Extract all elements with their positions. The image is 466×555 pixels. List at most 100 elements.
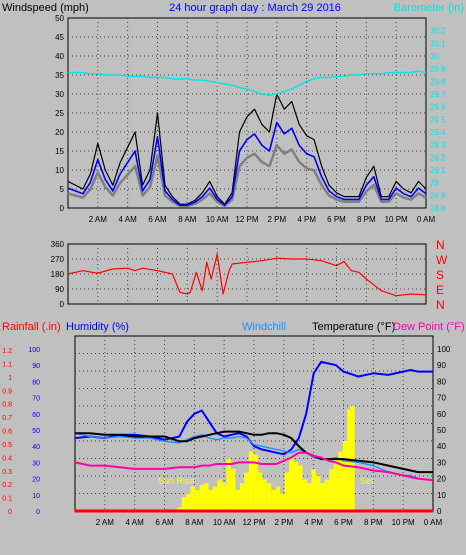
solar-bar [181, 497, 187, 511]
solar-bar [204, 483, 209, 511]
time-tick-label: 10 AM [213, 518, 236, 527]
legend-rainfall: Rainfall (.in) [2, 321, 61, 333]
time-tick-label: 6 PM [327, 215, 346, 224]
temperature-line [75, 430, 433, 474]
temperature-tick-label: 90 [437, 361, 446, 370]
rainfall-tick-label: 0.3 [2, 469, 12, 476]
windspeed-tick-label: 40 [55, 52, 64, 61]
time-tick-label: 12 PM [242, 518, 265, 527]
legend-dewpoint: Dew Point (°F) [393, 321, 465, 333]
wind-average-line [67, 121, 427, 206]
temperature-series [74, 360, 434, 513]
solar-bar [284, 472, 290, 511]
humidity-tick-label: 20 [32, 477, 40, 484]
solar-bar [226, 458, 231, 511]
compass-letter: N [436, 298, 445, 312]
solar-bar [213, 486, 218, 511]
windspeed-tick-label: 0 [60, 204, 65, 213]
rainfall-tick-label: 0.7 [2, 415, 12, 422]
barometer-tick-label: 29.4 [430, 128, 446, 137]
windspeed-line [67, 93, 427, 205]
solar-bar [333, 458, 339, 511]
rainfall-tick-label: 0.1 [2, 496, 12, 503]
solar-bar [324, 479, 330, 511]
chart-title: 24 hour graph day : March 29 2016 [169, 2, 341, 14]
time-tick-label: 6 AM [148, 215, 167, 224]
humidity-tick-label: 70 [32, 396, 40, 403]
temperature-tick-label: 60 [437, 410, 446, 419]
rainfall-tick-label: 0.9 [2, 388, 12, 395]
solar-bar [298, 465, 303, 511]
barometer-tick-label: 28.8 [430, 204, 446, 213]
barometer-tick-label: 29.5 [430, 115, 446, 124]
barometer-line [68, 70, 427, 97]
legend-humidity: Humidity (%) [66, 321, 129, 333]
time-tick-label: 10 AM [206, 215, 229, 224]
windspeed-tick-label: 10 [55, 166, 64, 175]
solar-bar [338, 451, 343, 511]
humidity-tick-label: 0 [36, 509, 40, 516]
temperature-tick-label: 40 [437, 442, 446, 451]
humidity-tick-label: 30 [32, 460, 40, 467]
sunrise-label: Sun Rise [158, 476, 195, 486]
barometer-axis-title: Barometer (in) [394, 2, 464, 14]
solar-bar [244, 472, 249, 511]
humidity-tick-label: 100 [28, 347, 40, 354]
solar-bar [320, 483, 325, 511]
temperature-tick-label: 30 [437, 458, 446, 467]
solar-bar [199, 484, 205, 512]
compass-letter: N [436, 238, 445, 252]
temperature-tick-label: 50 [437, 426, 446, 435]
time-tick-label: 4 PM [304, 518, 323, 527]
barometer-tick-label: 30.2 [430, 27, 446, 36]
solar-bar [217, 479, 222, 511]
rainfall-tick-labels: 0 0.1 0.2 0.3 0.4 0.5 0.6 0.7 0.8 0.9 1 1.1 1.2 [2, 348, 12, 516]
solar-bar [208, 490, 213, 511]
barometer-tick-label: 29.8 [430, 77, 446, 86]
barometer-tick-label: 28.9 [430, 191, 446, 200]
rainfall-tick-label: 0.8 [2, 402, 12, 409]
rainfall-tick-label: 0.5 [2, 442, 12, 449]
solar-bar [271, 490, 276, 511]
solar-bars [177, 406, 355, 512]
humidity-line [74, 360, 433, 456]
solar-bar [289, 458, 294, 511]
barometer-tick-labels: 28.8 28.9 29 29.1 29.2 29.3 29.4 29.5 29.6 29.7 29… [430, 27, 446, 213]
humidity-tick-label: 90 [32, 363, 40, 370]
time-tick-label: 0 AM [417, 215, 436, 224]
solar-bar [221, 483, 227, 511]
time-tick-label: 0 AM [424, 518, 443, 527]
barometer-tick-label: 29.9 [430, 65, 446, 74]
time-tick-label: 6 AM [155, 518, 174, 527]
windspeed-tick-label: 35 [55, 71, 64, 80]
solar-bar [329, 469, 334, 511]
solar-bar [262, 479, 267, 511]
direction-series [67, 253, 427, 297]
windspeed-tick-label: 25 [55, 109, 64, 118]
humidity-tick-label: 50 [32, 428, 40, 435]
time-tick-label: 4 AM [126, 518, 145, 527]
direction-line [67, 253, 427, 297]
barometer-tick-label: 29.7 [430, 90, 446, 99]
rainfall-tick-label: 0 [8, 509, 12, 516]
humidity-tick-labels: 0 10 20 30 40 50 60 70 80 90 100 [28, 347, 40, 516]
humidity-tick-label: 40 [32, 444, 40, 451]
dewpoint-line [74, 451, 434, 482]
direction-tick-label: 90 [55, 285, 64, 294]
time-tick-label: 4 AM [119, 215, 138, 224]
humidity-tick-label: 80 [32, 379, 40, 386]
compass-letter: E [436, 283, 444, 297]
solar-bar [315, 476, 321, 511]
solar-bar [186, 493, 191, 511]
time-tick-labels-bottom: 2 AM 4 AM 6 AM 8 AM 10 AM 12 PM 2 PM 4 PM 6 PM 8 … [96, 518, 443, 527]
windspeed-tick-label: 50 [55, 14, 64, 23]
time-tick-label: 8 PM [357, 215, 376, 224]
barometer-tick-label: 29.1 [430, 166, 446, 175]
windspeed-tick-label: 5 [60, 185, 65, 194]
time-tick-label: 2 PM [274, 518, 293, 527]
barometer-tick-label: 29.3 [430, 141, 446, 150]
time-tick-label: 10 PM [392, 518, 415, 527]
